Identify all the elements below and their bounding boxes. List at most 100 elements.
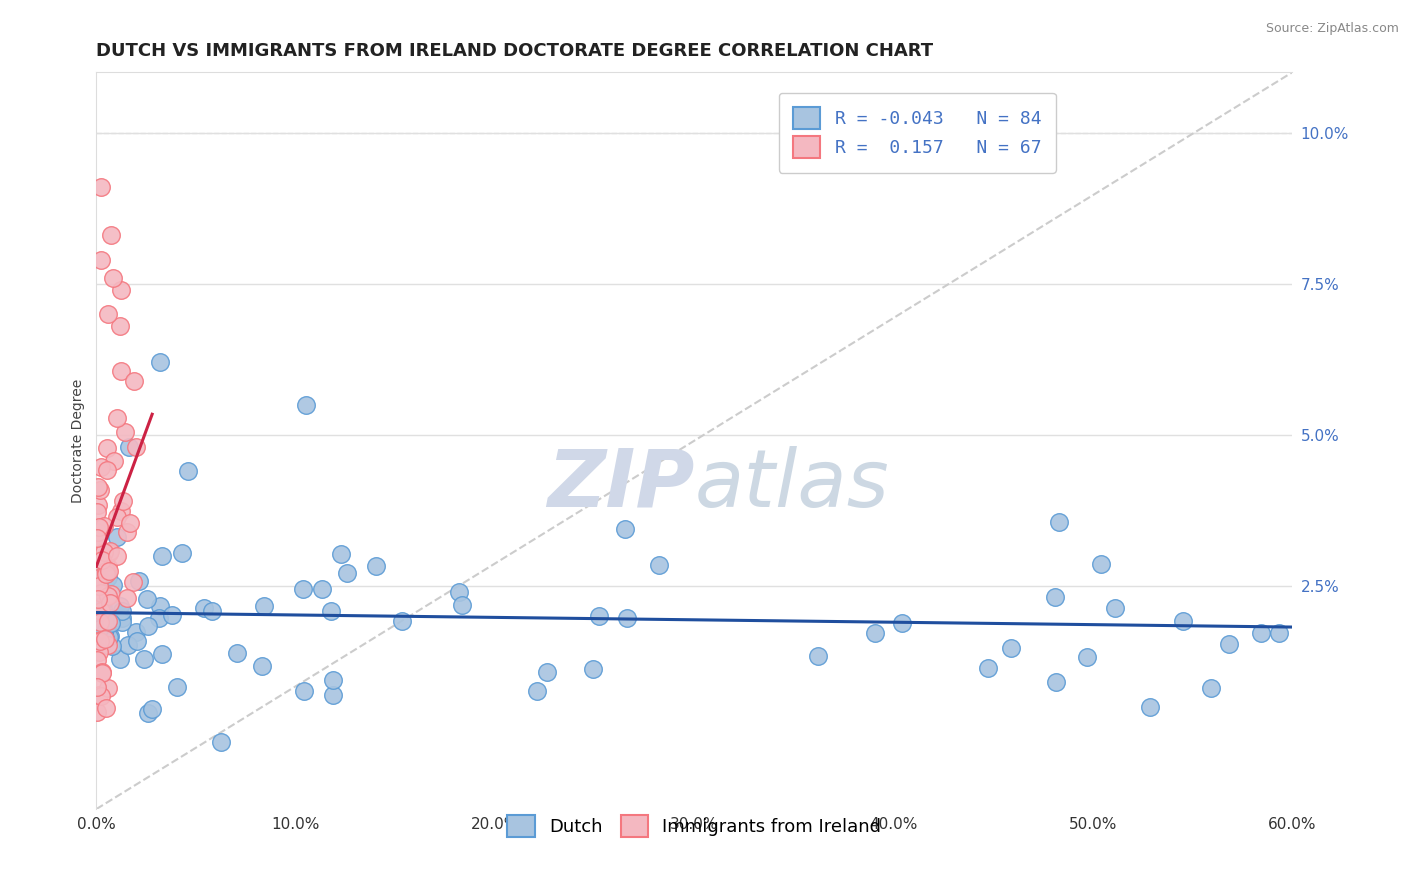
Point <box>135 592 157 607</box>
Point <box>1090 557 1112 571</box>
Point <box>105 530 128 544</box>
Point <box>1267 626 1289 640</box>
Point <box>1139 700 1161 714</box>
Point <box>105 510 128 524</box>
Point <box>890 616 912 631</box>
Point <box>87 525 110 540</box>
Point <box>614 522 637 536</box>
Point <box>321 604 343 618</box>
Point <box>90 586 112 600</box>
Point <box>111 615 134 629</box>
Point <box>86 633 108 648</box>
Point <box>93 625 115 640</box>
Point <box>177 464 200 478</box>
Point <box>97 589 120 603</box>
Point <box>86 498 108 512</box>
Point <box>209 735 232 749</box>
Point <box>90 665 112 679</box>
Point <box>588 609 610 624</box>
Point <box>105 410 128 425</box>
Point <box>647 558 669 573</box>
Point <box>125 634 148 648</box>
Point <box>97 614 120 628</box>
Point <box>94 701 117 715</box>
Point <box>450 598 472 612</box>
Point <box>89 633 111 648</box>
Point <box>447 585 470 599</box>
Point <box>110 504 132 518</box>
Point <box>536 665 558 680</box>
Point <box>125 440 148 454</box>
Point <box>1104 600 1126 615</box>
Point <box>118 440 141 454</box>
Point <box>160 607 183 622</box>
Point <box>90 180 112 194</box>
Point <box>364 559 387 574</box>
Point <box>86 653 108 667</box>
Point <box>807 649 830 664</box>
Point <box>111 611 134 625</box>
Point <box>100 629 122 643</box>
Point <box>97 618 120 632</box>
Point <box>101 270 124 285</box>
Point <box>112 493 135 508</box>
Point <box>1000 640 1022 655</box>
Point <box>149 599 172 614</box>
Point <box>1045 674 1067 689</box>
Point <box>91 553 114 567</box>
Point <box>110 364 132 378</box>
Point <box>98 544 121 558</box>
Point <box>90 665 112 680</box>
Point <box>110 652 132 666</box>
Point <box>193 601 215 615</box>
Point <box>97 569 120 583</box>
Point <box>329 547 352 561</box>
Point <box>132 652 155 666</box>
Point <box>391 614 413 628</box>
Point <box>90 689 112 703</box>
Point <box>86 680 108 694</box>
Point <box>89 579 111 593</box>
Point <box>87 591 110 606</box>
Point <box>117 638 139 652</box>
Point <box>97 560 120 574</box>
Point <box>150 549 173 563</box>
Point <box>1171 615 1194 629</box>
Point <box>86 531 108 545</box>
Point <box>136 619 159 633</box>
Y-axis label: Doctorate Degree: Doctorate Degree <box>72 378 86 503</box>
Point <box>103 453 125 467</box>
Point <box>128 574 150 588</box>
Point <box>1047 515 1070 529</box>
Point <box>90 632 112 647</box>
Point <box>121 574 143 589</box>
Point <box>100 587 122 601</box>
Point <box>100 596 122 610</box>
Point <box>172 546 194 560</box>
Point <box>114 425 136 439</box>
Point <box>141 702 163 716</box>
Point <box>89 483 111 497</box>
Point <box>87 520 110 534</box>
Point <box>977 661 1000 675</box>
Point <box>86 705 108 719</box>
Text: ZIP: ZIP <box>547 446 695 524</box>
Point <box>98 564 121 578</box>
Point <box>110 599 132 613</box>
Point <box>90 252 112 267</box>
Point <box>100 616 122 631</box>
Point <box>94 567 117 582</box>
Point <box>89 459 111 474</box>
Point <box>111 603 134 617</box>
Point <box>616 611 638 625</box>
Point <box>87 480 110 494</box>
Point <box>105 549 128 564</box>
Point <box>1218 637 1240 651</box>
Point <box>96 639 118 653</box>
Point <box>97 307 120 321</box>
Point <box>1250 626 1272 640</box>
Point <box>322 688 344 702</box>
Point <box>526 683 548 698</box>
Point <box>150 648 173 662</box>
Point <box>97 681 120 695</box>
